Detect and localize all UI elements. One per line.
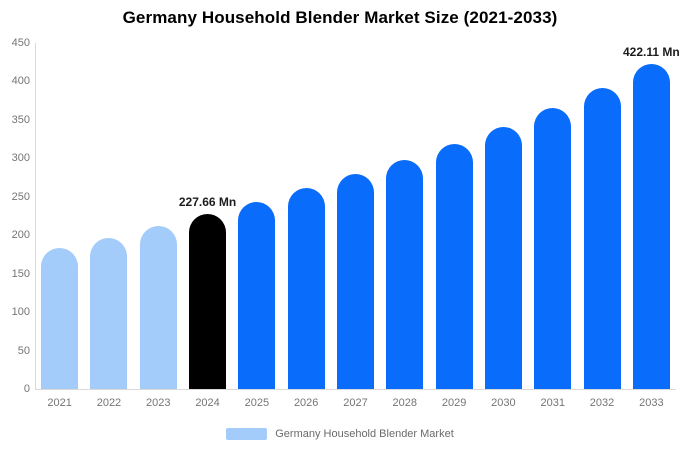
x-tick-label-2023: 2023 — [146, 397, 171, 409]
bar-2030[interactable] — [484, 126, 522, 389]
bar-2032[interactable] — [583, 88, 621, 389]
x-tick-label-2027: 2027 — [343, 397, 368, 409]
y-tick-label: 450 — [11, 37, 30, 49]
value-annotation-2033: 422.11 Mn — [622, 45, 680, 60]
x-tick-label-2025: 2025 — [244, 397, 270, 409]
y-tick-label: 150 — [11, 267, 30, 280]
x-axis-line — [35, 389, 676, 390]
bar-2031[interactable] — [534, 108, 572, 389]
bar-2028[interactable] — [386, 159, 424, 389]
bar-2025[interactable] — [238, 202, 276, 389]
y-tick-label: 350 — [11, 113, 30, 126]
y-axis-line — [35, 43, 36, 389]
value-annotation-2024: 227.66 Mn — [178, 194, 237, 209]
bar-2026[interactable] — [287, 188, 325, 389]
x-tick-label-2029: 2029 — [441, 397, 467, 409]
bar-2023[interactable] — [139, 225, 177, 389]
x-tick-label-2033: 2033 — [639, 397, 664, 409]
x-tick-label-2024: 2024 — [195, 397, 220, 409]
bar-2024[interactable] — [189, 213, 227, 389]
y-tick-label: 250 — [11, 190, 30, 203]
chart-title: Germany Household Blender Market Size (2… — [122, 8, 558, 27]
x-tick-label-2022: 2022 — [96, 397, 122, 409]
bar-2033[interactable] — [632, 64, 670, 389]
y-tick-label: 0 — [23, 383, 30, 395]
x-tick-label-2028: 2028 — [392, 397, 418, 409]
x-tick-label-2021: 2021 — [47, 397, 72, 409]
legend[interactable]: Germany Household Blender Market — [0, 426, 680, 442]
y-tick-label: 400 — [11, 75, 30, 88]
bar-2021[interactable] — [41, 247, 79, 389]
y-tick-label: 300 — [11, 152, 30, 165]
x-tick-label-2026: 2026 — [293, 397, 319, 409]
legend-swatch — [226, 428, 268, 440]
y-tick-label: 100 — [11, 306, 30, 319]
x-tick-label-2031: 2031 — [540, 397, 565, 409]
bar-2029[interactable] — [435, 144, 473, 389]
legend-label: Germany Household Blender Market — [275, 428, 454, 440]
bar-2022[interactable] — [90, 237, 128, 389]
x-tick-label-2032: 2032 — [589, 397, 615, 409]
bar-2027[interactable] — [337, 174, 374, 389]
y-tick-label: 50 — [17, 344, 30, 357]
x-tick-label-2030: 2030 — [491, 397, 516, 409]
y-tick-label: 200 — [11, 229, 30, 242]
